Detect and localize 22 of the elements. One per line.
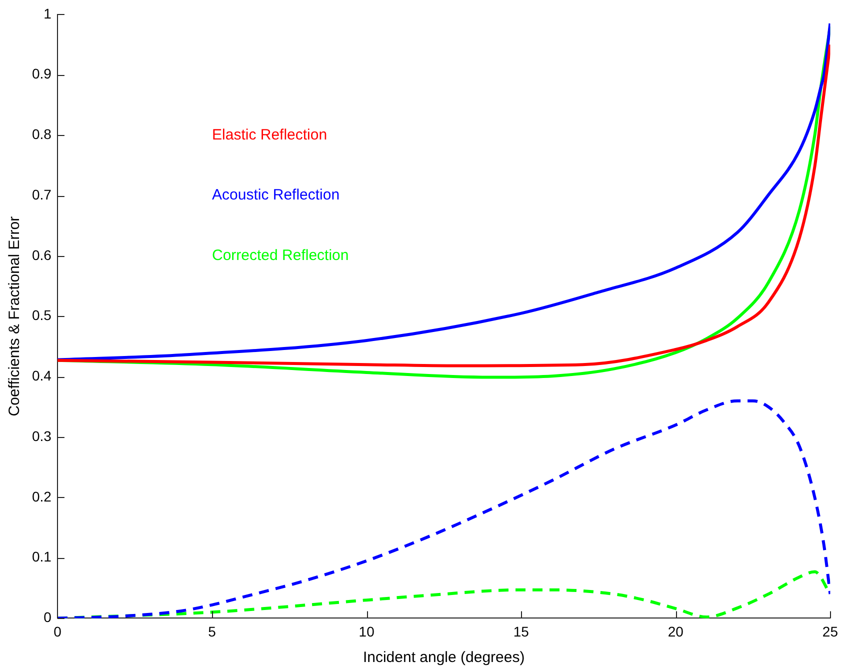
y-tick-label: 0.1 bbox=[32, 548, 52, 565]
y-tick-label: 0.9 bbox=[32, 66, 52, 82]
y-tick-label: 0.4 bbox=[32, 368, 52, 384]
x-tick-label: 15 bbox=[513, 623, 530, 640]
y-tick-label: 0.5 bbox=[32, 307, 52, 324]
text: Elastic Reflection bbox=[212, 126, 328, 144]
text: Acoustic Reflection bbox=[212, 186, 340, 204]
text: Corrected Reflection bbox=[212, 247, 349, 264]
y-tick-label: 0.3 bbox=[32, 428, 52, 444]
x-tick-label: 25 bbox=[822, 623, 838, 640]
x-axis-title: Incident angle (degrees) bbox=[362, 649, 525, 666]
y-axis-title: Coefficients & Fractional Error bbox=[6, 216, 24, 416]
y-tick-label: 0.8 bbox=[32, 126, 52, 142]
y-tick-label: 0 bbox=[44, 609, 52, 626]
y-tick-label: 1 bbox=[44, 5, 52, 22]
x-tick-label: 5 bbox=[208, 623, 216, 640]
y-tick-label: 0.2 bbox=[32, 488, 52, 504]
y-tick-label: 0.7 bbox=[32, 186, 52, 202]
x-tick-label: 20 bbox=[668, 623, 684, 640]
y-tick-label: 0.6 bbox=[32, 246, 52, 263]
x-tick-label: 10 bbox=[358, 623, 375, 640]
x-tick-label: 0 bbox=[54, 623, 62, 640]
